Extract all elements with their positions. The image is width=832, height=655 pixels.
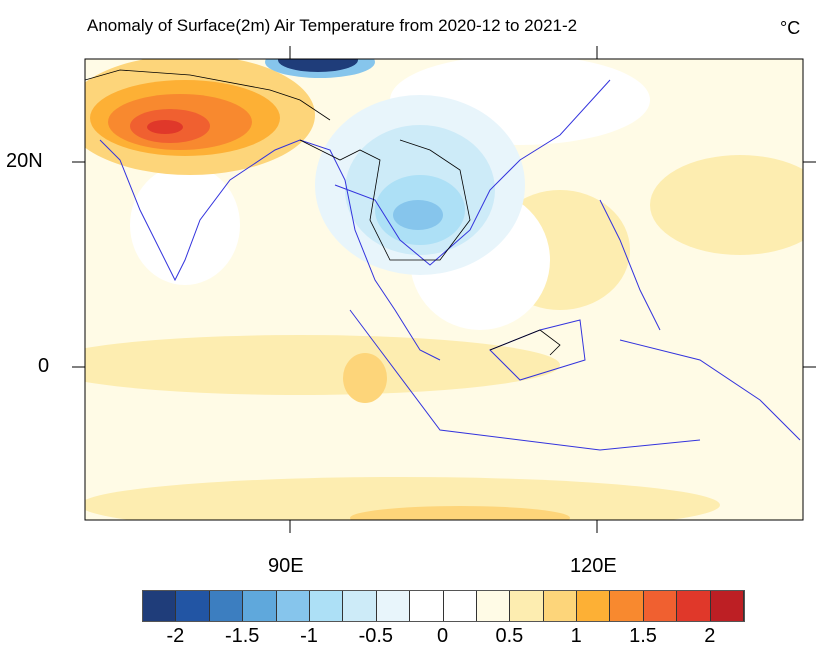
country-borders <box>85 69 561 356</box>
colorbar-swatch <box>276 591 310 621</box>
colorbar-swatch <box>343 591 377 621</box>
colorbar-label: 0.5 <box>495 625 524 647</box>
colorbar-swatch <box>643 591 678 621</box>
colorbar-swatch <box>376 591 411 621</box>
colorbar-swatch <box>410 591 444 621</box>
units-label: °C <box>780 18 801 38</box>
colorbar-label: -1.5 <box>224 625 260 647</box>
anomaly-warm-south <box>85 477 720 520</box>
colorbar-label: 2 <box>704 625 716 647</box>
colorbar-label: -2 <box>166 625 185 647</box>
map-frame <box>84 58 804 521</box>
colorbar-label: -1 <box>300 625 318 647</box>
anomaly-warm-east <box>650 155 803 255</box>
colorbar-swatch <box>510 591 544 621</box>
colorbar-swatch <box>143 591 177 621</box>
axis-ticks <box>72 46 816 533</box>
colorbar-swatch <box>577 591 611 621</box>
anomaly-neutral-india <box>130 165 240 285</box>
colorbar-swatch <box>710 591 745 621</box>
colorbar-swatch <box>543 591 578 621</box>
colorbar-label: 1 <box>570 625 582 647</box>
colorbar-swatch <box>476 591 511 621</box>
colorbar-swatch <box>610 591 644 621</box>
lat-label-0: 0 <box>38 355 50 377</box>
colorbar-label: -0.5 <box>358 625 394 647</box>
anomaly-warm-equator <box>85 335 560 395</box>
coastlines <box>99 79 801 451</box>
lon-label-90e: 90E <box>268 555 304 577</box>
colorbar <box>142 590 746 622</box>
colorbar-swatch <box>309 591 344 621</box>
colorbar-swatch <box>176 591 210 621</box>
colorbar-label: 0 <box>437 625 449 647</box>
colorbar-label: 1.5 <box>629 625 657 647</box>
colorbar-swatch <box>677 591 711 621</box>
lat-label-20n: 20N <box>6 150 43 172</box>
colorbar-swatch <box>209 591 244 621</box>
colorbar-swatch <box>243 591 277 621</box>
map-title: Anomaly of Surface(2m) Air Temperature f… <box>87 16 578 35</box>
colorbar-swatch <box>443 591 477 621</box>
lon-label-120e: 120E <box>570 555 617 577</box>
